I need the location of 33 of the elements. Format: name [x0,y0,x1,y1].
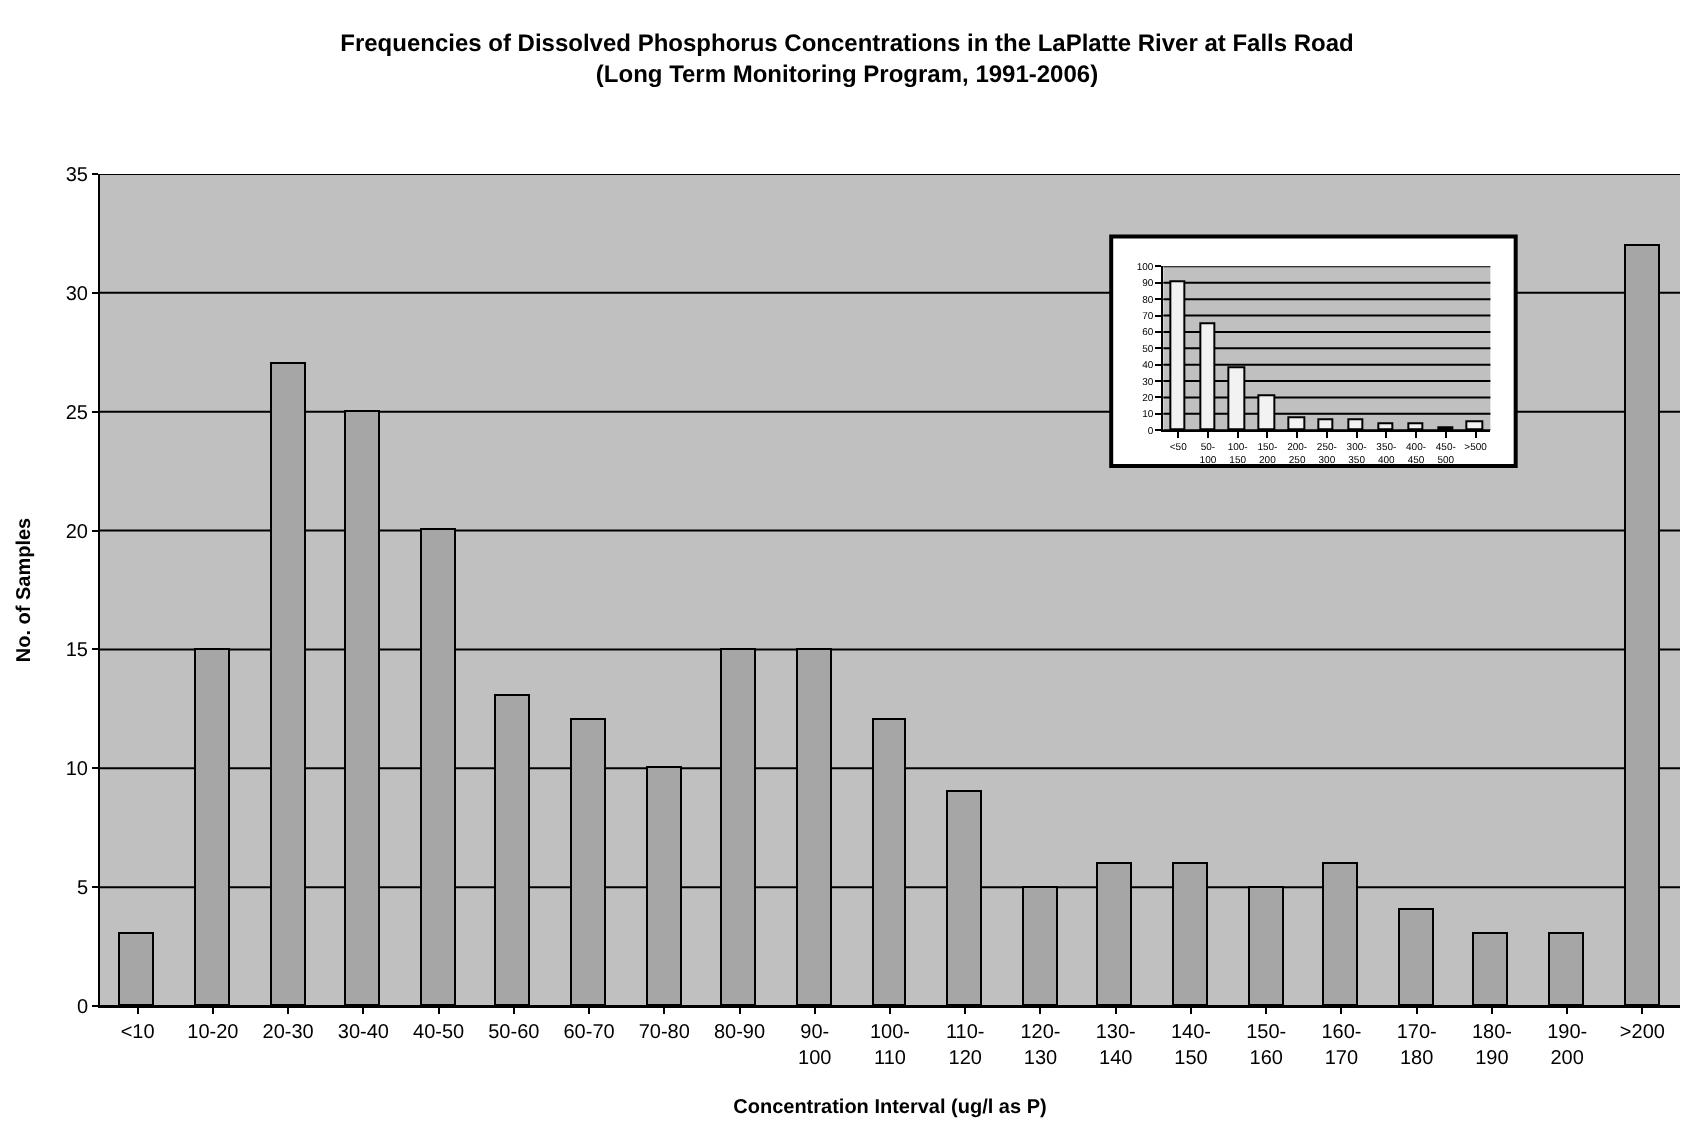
x-tick-label: 170-180 [1396,1022,1437,1070]
x-tick-label: 80-90 [713,1022,766,1044]
y-tick-label: 15 [65,640,89,663]
chart-title: Frequencies of Dissolved Phosphorus Concentrations in the LaPlatte River at Falls Road [340,28,1354,57]
y-axis-title: No. of Samples [13,516,36,663]
x-tick-label: 180-190 [1471,1022,1512,1070]
y-tick-label: 0 [76,997,89,1019]
chart-subtitle: (Long Term Monitoring Program, 1991-2006) [595,59,1099,88]
x-tick-label: <10 [120,1022,156,1044]
x-tick-label: 60-70 [563,1022,616,1044]
y-tick-label: 30 [65,283,89,306]
x-tick-label: >200 [1619,1022,1666,1044]
x-tick-label: 130-140 [1095,1022,1136,1070]
x-tick-label: 40-50 [413,1022,466,1044]
y-tick-label: 35 [65,165,89,187]
x-tick-label: 30-40 [337,1022,390,1044]
x-tick-label: 10-20 [187,1022,240,1044]
x-tick-label: 110-120 [945,1022,985,1070]
x-tick-label: 150-160 [1246,1022,1287,1070]
x-tick-label: 160-170 [1321,1022,1362,1070]
x-tick-label: 50-60 [488,1022,541,1044]
x-tick-label: 120-130 [1020,1022,1061,1070]
y-tick-label: 25 [65,402,89,425]
x-tick-label: 100-110 [869,1022,911,1070]
y-tick-label: 10 [65,759,89,782]
x-tick-label: 140-150 [1170,1022,1211,1070]
x-tick-label: 90-100 [798,1022,833,1070]
x-tick-label: 20-30 [262,1022,315,1044]
x-tick-label: 190-200 [1547,1022,1588,1070]
x-tick-label: 70-80 [638,1022,691,1044]
y-tick-label: 5 [76,878,89,901]
y-tick-label: 20 [65,521,89,544]
x-axis-title: Concentration Interval (ug/l as P) [733,1097,1047,1119]
